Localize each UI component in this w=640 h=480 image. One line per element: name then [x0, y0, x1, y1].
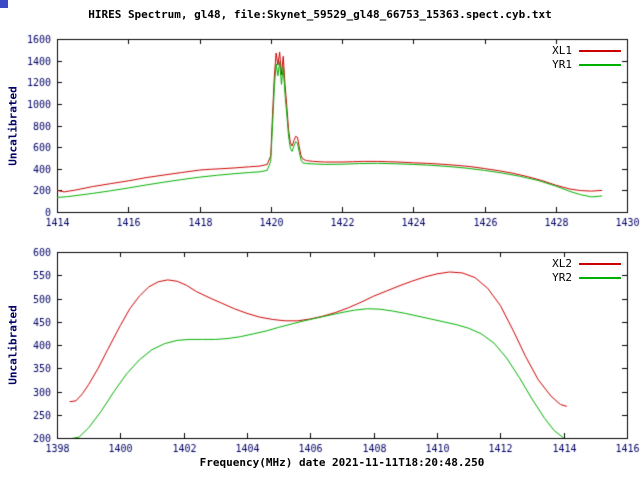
legend-item-xl2: XL2: [552, 257, 621, 270]
x-axis-label: Frequency(MHz) date 2021-11-11T18:20:48.…: [199, 456, 485, 469]
legend-label-yr2: YR2: [552, 271, 572, 284]
legend-line-sample-xl2: [579, 262, 621, 265]
legend-top: XL1 YR1: [552, 44, 621, 71]
legend-item-yr2: YR2: [552, 271, 621, 284]
legend-label-yr1: YR1: [552, 58, 572, 71]
chart-title: HIRES Spectrum, gl48, file:Skynet_59529_…: [88, 8, 552, 21]
legend-label-xl1: XL1: [552, 44, 572, 57]
legend-label-xl2: XL2: [552, 257, 572, 270]
legend-line-sample-yr1: [579, 63, 621, 66]
y-axis-label-bottom: Uncalibrated: [6, 305, 20, 385]
legend-line-sample-xl1: [579, 49, 621, 52]
legend-line-sample-yr2: [579, 276, 621, 279]
legend-item-yr1: YR1: [552, 58, 621, 71]
legend-bottom: XL2 YR2: [552, 257, 621, 284]
legend-item-xl1: XL1: [552, 44, 621, 57]
y-axis-label-top: Uncalibrated: [6, 86, 20, 166]
